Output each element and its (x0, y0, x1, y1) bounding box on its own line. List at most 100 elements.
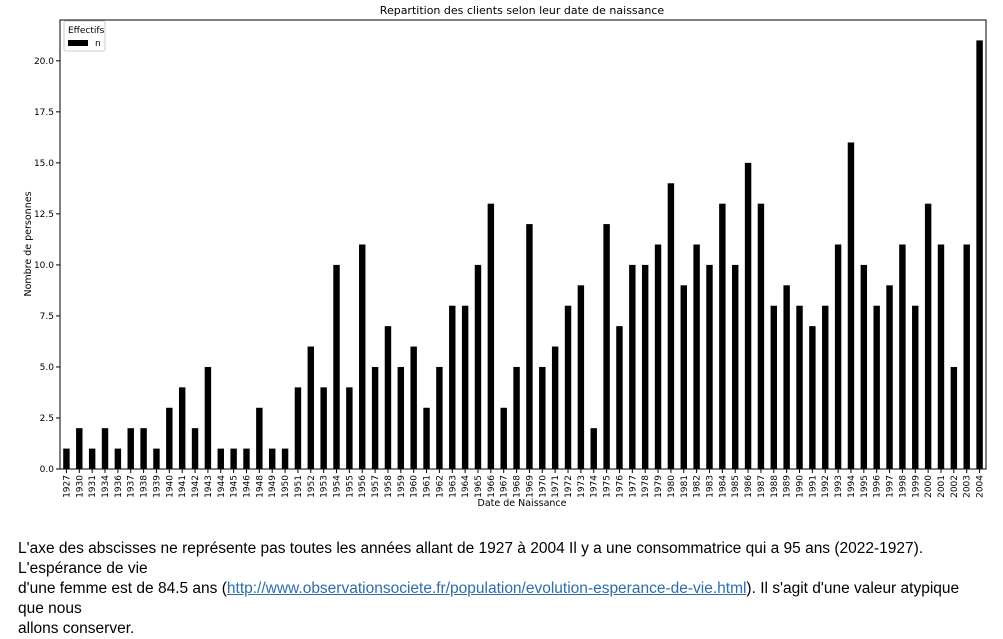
axes-frame (59, 19, 987, 470)
bar (731, 264, 739, 469)
bar (976, 40, 983, 470)
x-tick-label: 1985 (731, 475, 741, 498)
bar (809, 326, 816, 469)
y-tick-label: 7.5 (40, 312, 54, 322)
x-tick-label: 1963 (448, 475, 458, 498)
x-tick-label: 1998 (898, 475, 908, 498)
x-tick-label: 1996 (873, 475, 883, 498)
bar (114, 448, 122, 469)
x-tick-label: 1962 (435, 475, 445, 498)
bar (693, 244, 700, 469)
bar (474, 264, 482, 469)
x-tick-label: 1952 (307, 475, 317, 498)
bar (268, 448, 276, 469)
bar (834, 244, 842, 469)
bar (191, 428, 199, 469)
legend-title: Effectifs (68, 26, 105, 36)
bar (603, 224, 610, 469)
source-link[interactable]: http://www.observationsociete.fr/populat… (226, 580, 747, 597)
bar (230, 448, 237, 469)
x-tick-label: 1983 (705, 475, 715, 498)
x-tick-label: 1979 (654, 475, 664, 498)
x-tick-label: 1993 (834, 475, 844, 498)
bar (873, 305, 880, 469)
x-tick-label: 1959 (397, 475, 407, 498)
x-tick-label: 1944 (217, 475, 227, 498)
bar (513, 366, 520, 469)
x-tick-label: 1968 (513, 475, 523, 498)
x-tick-label: 1942 (191, 475, 201, 498)
bar (912, 305, 919, 469)
bar (359, 244, 366, 469)
x-tick-label: 1938 (140, 475, 150, 498)
bar (526, 224, 533, 469)
x-tick-label: 1943 (204, 475, 214, 498)
bar (384, 326, 392, 469)
x-tick-label: 2000 (924, 475, 934, 498)
x-tick-label: 1966 (487, 475, 497, 498)
bar (783, 285, 790, 469)
bar (153, 448, 160, 469)
bar (847, 142, 855, 470)
x-tick-label: 1960 (410, 475, 420, 498)
x-tick-label: 1940 (165, 475, 175, 498)
bar (449, 305, 456, 469)
x-tick-label: 1994 (847, 475, 857, 498)
bar (641, 264, 649, 469)
x-tick-label: 1941 (178, 475, 188, 498)
bar (539, 366, 546, 469)
bar (796, 305, 803, 469)
bar (63, 448, 70, 469)
bar (706, 264, 713, 469)
bar (204, 366, 212, 469)
x-tick-label: 1989 (783, 475, 793, 498)
x-tick-label: 1956 (358, 475, 368, 498)
bar (577, 285, 585, 469)
bar (217, 448, 224, 469)
x-tick-label: 1999 (911, 475, 921, 498)
x-tick-label: 1931 (88, 475, 98, 498)
x-axis-label: Date de Naissance (478, 498, 567, 509)
bar (924, 203, 932, 469)
y-tick-label: 12.5 (34, 210, 54, 220)
y-tick-label: 10.0 (34, 261, 54, 271)
legend: Effectifs n (63, 20, 106, 52)
x-tick-label: 1961 (423, 475, 433, 498)
x-tick-label: 1978 (641, 475, 651, 498)
x-tick-label: 1934 (101, 475, 111, 498)
x-tick-label: 2002 (950, 475, 960, 498)
x-tick-label: 1972 (564, 475, 574, 498)
x-tick-label: 1964 (461, 475, 471, 498)
bar (256, 407, 263, 469)
x-tick-label: 1976 (615, 475, 625, 498)
bar (307, 346, 315, 469)
x-tick-label: 1950 (281, 475, 291, 498)
bar (629, 264, 636, 469)
y-tick-label: 0.0 (40, 465, 55, 475)
bar (860, 264, 868, 469)
x-tick-label: 1973 (577, 475, 587, 498)
bar (371, 366, 379, 469)
bar (937, 244, 945, 469)
x-tick-label: 1946 (242, 475, 252, 498)
bar (886, 285, 893, 469)
bar (76, 428, 83, 469)
plot-area: 0.0 2.5 5.0 7.5 10.0 12.5 15.0 17.5 20.0 1927 1930… (34, 19, 987, 498)
bar (487, 203, 495, 469)
bar (410, 346, 417, 469)
bar (616, 326, 623, 469)
bar (564, 305, 572, 469)
note-line-2-start: d'une femme est de 84.5 ans ( (18, 580, 227, 597)
x-tick-label: 1958 (384, 475, 394, 498)
bar (461, 305, 469, 469)
x-tick-label: 1945 (230, 475, 240, 498)
x-tick-label: 2003 (963, 475, 973, 498)
x-tick-label: 1992 (821, 475, 831, 498)
bar (346, 387, 353, 469)
x-tick-label: 1988 (770, 475, 780, 498)
x-tick-label: 2004 (976, 475, 986, 498)
bar (963, 244, 970, 469)
x-tick-label: 1981 (680, 475, 690, 498)
bar (320, 387, 327, 469)
legend-series-label: n (95, 39, 101, 49)
